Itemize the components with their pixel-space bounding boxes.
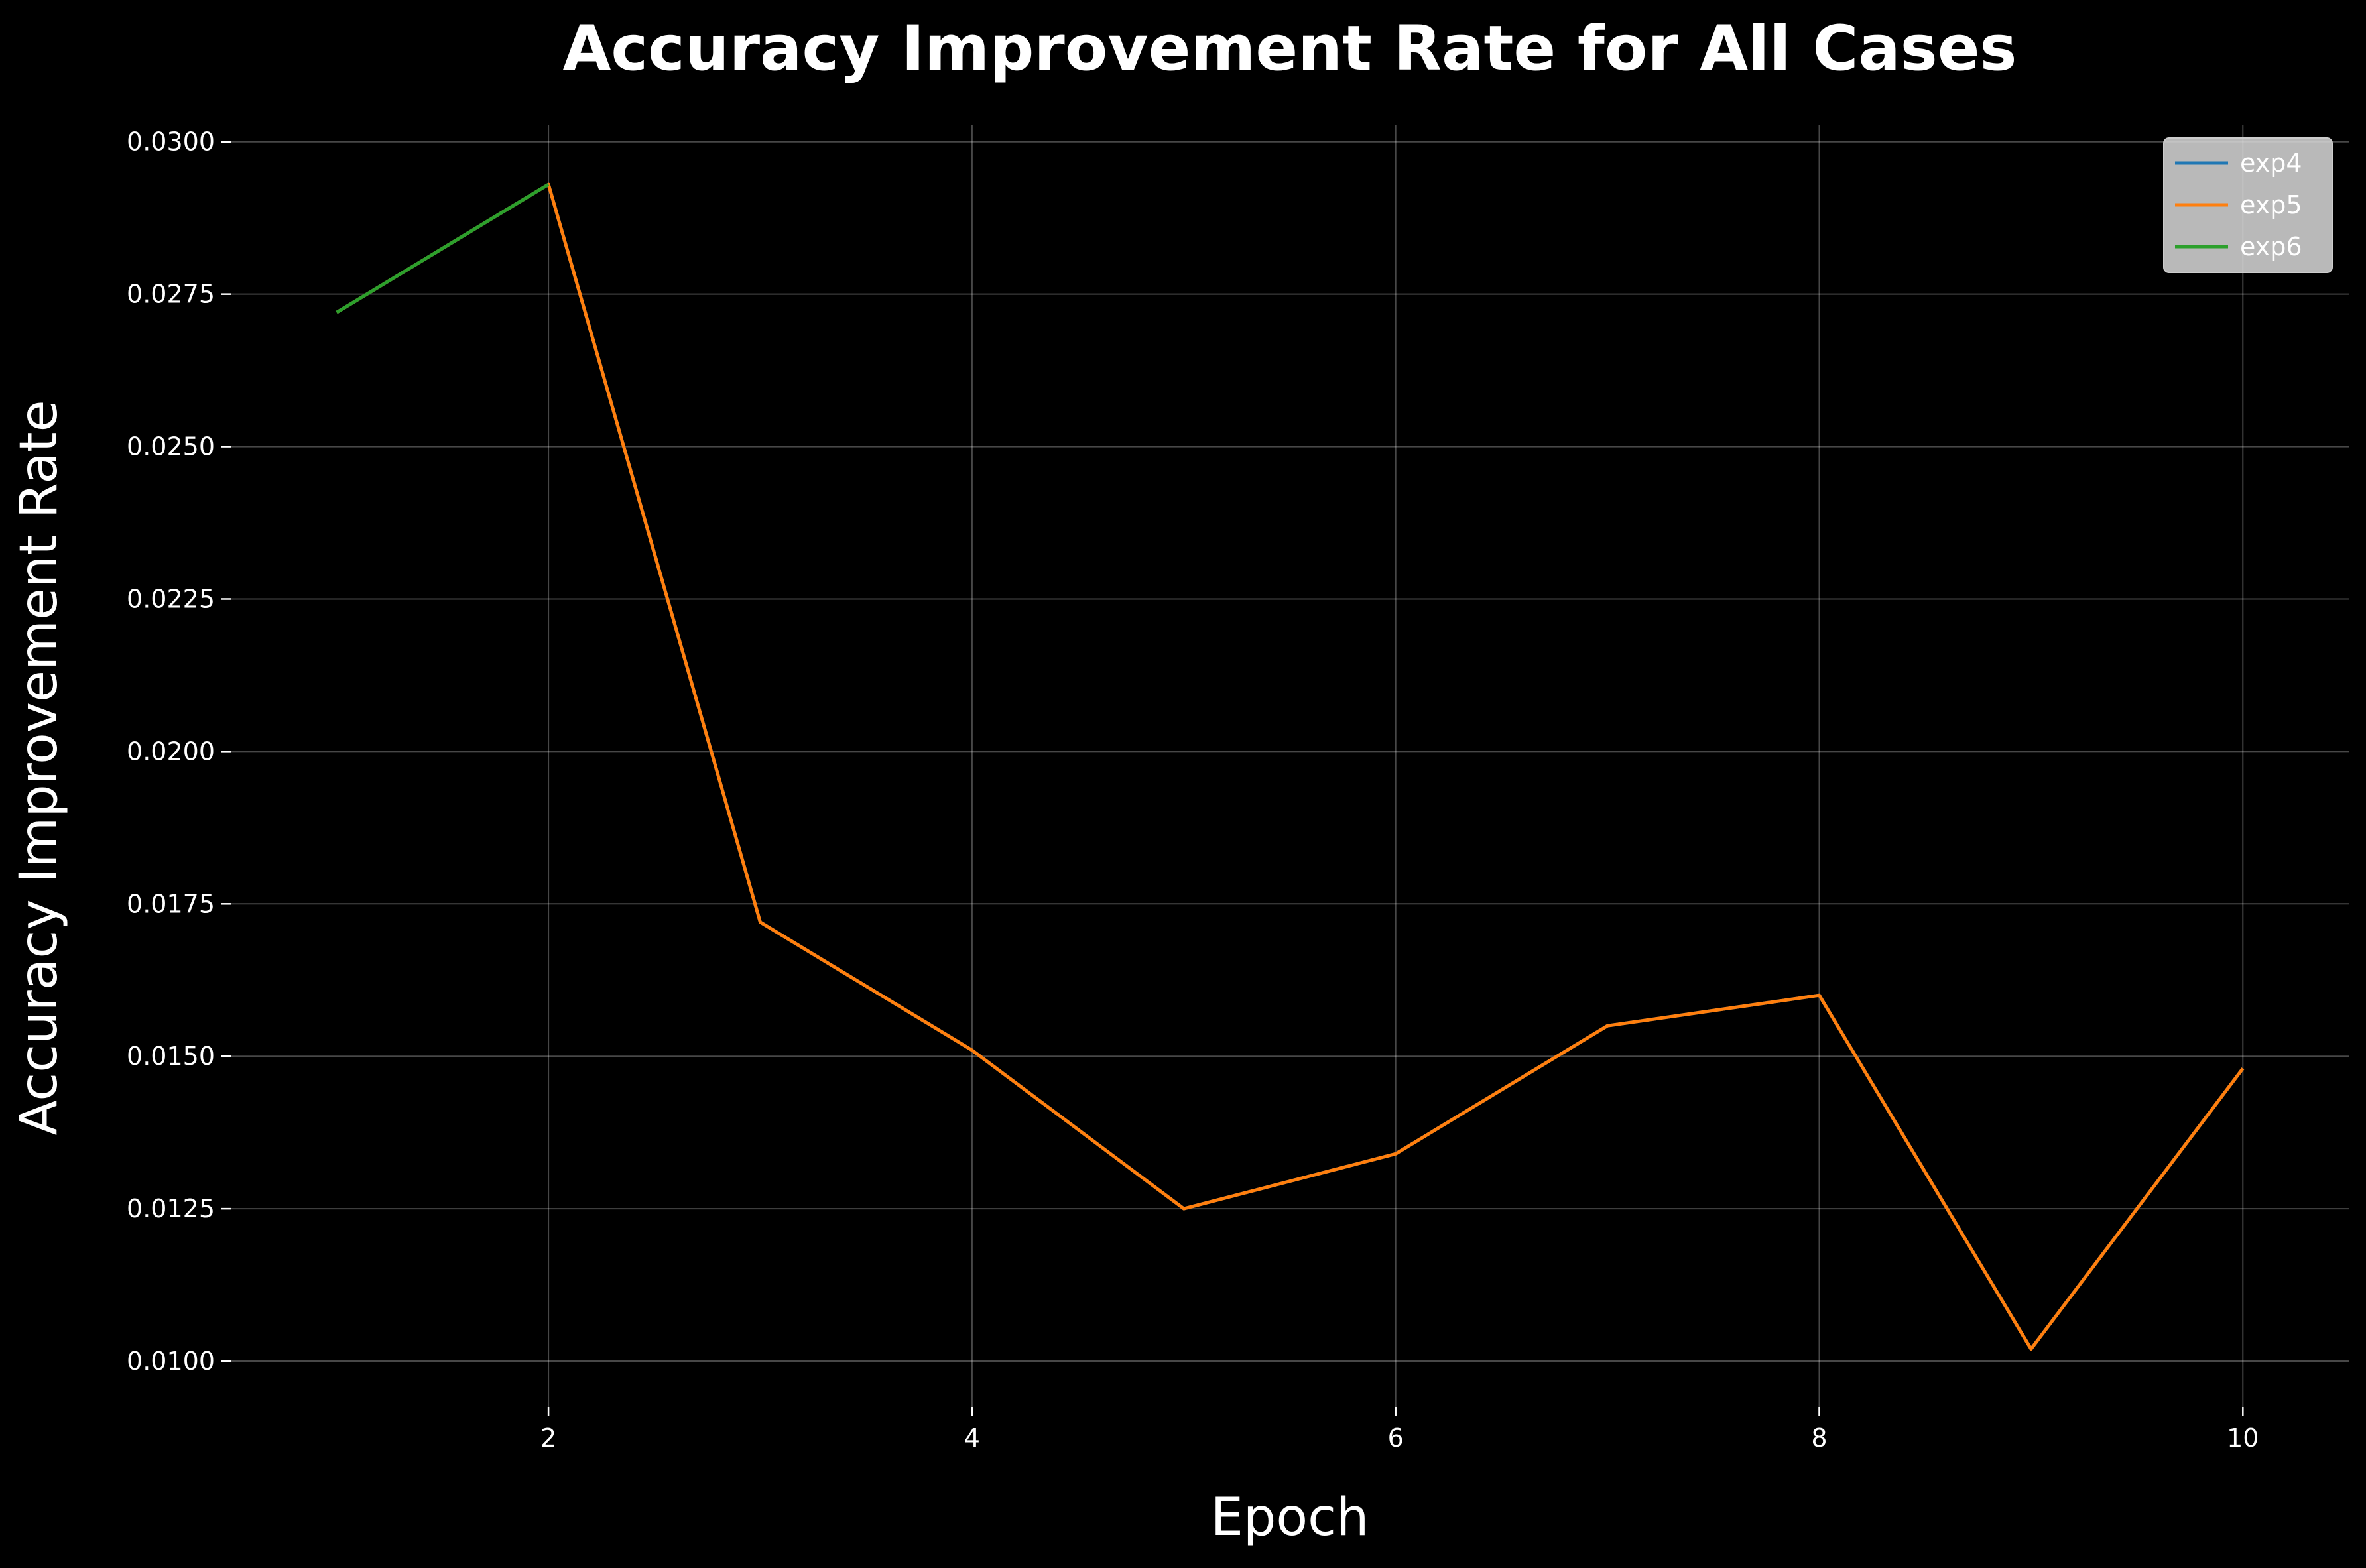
x-axis-label: Epoch bbox=[1211, 1488, 1369, 1547]
series-line-exp5 bbox=[336, 182, 2245, 1351]
x-tick-label: 10 bbox=[2227, 1423, 2259, 1453]
x-tick-label: 8 bbox=[1811, 1423, 1827, 1453]
y-tick-label: 0.0175 bbox=[127, 889, 215, 918]
x-tick-label: 2 bbox=[540, 1423, 556, 1453]
grid bbox=[231, 125, 2349, 1407]
y-tick-label: 0.0275 bbox=[127, 280, 215, 309]
legend-label-exp6: exp6 bbox=[2240, 232, 2302, 261]
legend-label-exp5: exp5 bbox=[2240, 190, 2302, 219]
y-axis-label: Accuracy Improvement Rate bbox=[9, 400, 69, 1135]
legend-box bbox=[2163, 137, 2333, 273]
x-tick-label: 6 bbox=[1388, 1423, 1404, 1453]
y-tick-label: 0.0125 bbox=[127, 1194, 215, 1223]
y-tick-label: 0.0100 bbox=[127, 1347, 215, 1376]
legend-label-exp4: exp4 bbox=[2240, 149, 2302, 178]
y-tick-label: 0.0225 bbox=[127, 584, 215, 613]
series-line-exp6 bbox=[336, 182, 550, 314]
x-tick-label: 4 bbox=[964, 1423, 980, 1453]
axis-ticks: 2 4 6 8 10 0.0100 0.0125 0.0150 0.0175 0.0200 0.02… bbox=[127, 127, 2259, 1453]
y-tick-label: 0.0200 bbox=[127, 737, 215, 766]
series-lines bbox=[336, 182, 2245, 1351]
y-tick-label: 0.0250 bbox=[127, 432, 215, 461]
y-tick-label: 0.0150 bbox=[127, 1042, 215, 1071]
y-tick-label: 0.0300 bbox=[127, 127, 215, 156]
chart-title: Accuracy Improvement Rate for All Cases bbox=[563, 13, 2017, 85]
legend: exp4 exp5 exp6 bbox=[2163, 137, 2333, 273]
